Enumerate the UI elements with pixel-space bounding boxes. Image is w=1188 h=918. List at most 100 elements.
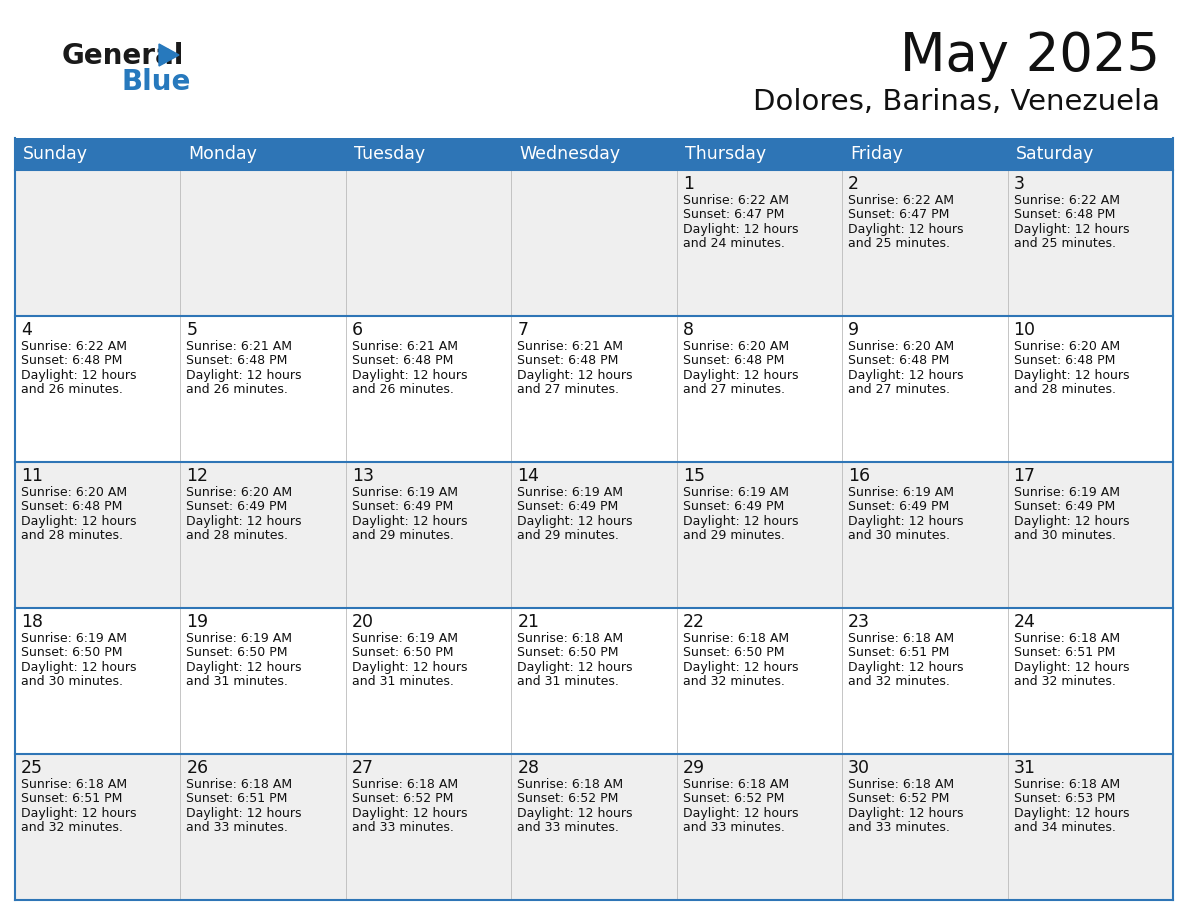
Text: 16: 16 <box>848 467 871 485</box>
Text: and 25 minutes.: and 25 minutes. <box>1013 238 1116 251</box>
Text: Sunrise: 6:19 AM: Sunrise: 6:19 AM <box>1013 486 1119 498</box>
Text: Blue: Blue <box>122 68 191 96</box>
Text: Daylight: 12 hours: Daylight: 12 hours <box>21 369 137 382</box>
Text: Sunset: 6:50 PM: Sunset: 6:50 PM <box>683 646 784 659</box>
Text: and 24 minutes.: and 24 minutes. <box>683 238 784 251</box>
Text: Daylight: 12 hours: Daylight: 12 hours <box>187 369 302 382</box>
Text: 2: 2 <box>848 175 859 193</box>
Text: and 30 minutes.: and 30 minutes. <box>1013 530 1116 543</box>
Text: Daylight: 12 hours: Daylight: 12 hours <box>683 369 798 382</box>
Text: Sunrise: 6:22 AM: Sunrise: 6:22 AM <box>848 194 954 207</box>
Text: Daylight: 12 hours: Daylight: 12 hours <box>21 661 137 674</box>
Text: 13: 13 <box>352 467 374 485</box>
Text: and 33 minutes.: and 33 minutes. <box>187 822 289 834</box>
Text: Sunrise: 6:18 AM: Sunrise: 6:18 AM <box>352 778 459 790</box>
Text: Daylight: 12 hours: Daylight: 12 hours <box>848 515 963 528</box>
Text: Sunset: 6:50 PM: Sunset: 6:50 PM <box>21 646 122 659</box>
Text: and 28 minutes.: and 28 minutes. <box>21 530 124 543</box>
Bar <box>15 608 1173 754</box>
Text: Sunset: 6:48 PM: Sunset: 6:48 PM <box>1013 354 1116 367</box>
Text: and 31 minutes.: and 31 minutes. <box>187 676 289 688</box>
Text: Sunrise: 6:19 AM: Sunrise: 6:19 AM <box>848 486 954 498</box>
Text: Sunset: 6:47 PM: Sunset: 6:47 PM <box>683 208 784 221</box>
Text: Daylight: 12 hours: Daylight: 12 hours <box>848 223 963 236</box>
Text: Sunset: 6:48 PM: Sunset: 6:48 PM <box>517 354 619 367</box>
Text: Daylight: 12 hours: Daylight: 12 hours <box>1013 807 1129 820</box>
Text: Sunrise: 6:19 AM: Sunrise: 6:19 AM <box>352 486 457 498</box>
Text: Sunrise: 6:20 AM: Sunrise: 6:20 AM <box>683 340 789 353</box>
Text: and 27 minutes.: and 27 minutes. <box>848 384 950 397</box>
Text: Sunset: 6:49 PM: Sunset: 6:49 PM <box>1013 500 1114 513</box>
Text: 6: 6 <box>352 321 364 339</box>
Text: and 29 minutes.: and 29 minutes. <box>352 530 454 543</box>
Text: and 33 minutes.: and 33 minutes. <box>517 822 619 834</box>
Text: and 34 minutes.: and 34 minutes. <box>1013 822 1116 834</box>
Text: Tuesday: Tuesday <box>354 145 425 163</box>
Text: Sunset: 6:53 PM: Sunset: 6:53 PM <box>1013 792 1116 805</box>
Text: Sunrise: 6:19 AM: Sunrise: 6:19 AM <box>187 632 292 644</box>
Text: Daylight: 12 hours: Daylight: 12 hours <box>683 661 798 674</box>
Text: and 28 minutes.: and 28 minutes. <box>187 530 289 543</box>
Text: General: General <box>62 42 184 70</box>
Text: Daylight: 12 hours: Daylight: 12 hours <box>21 515 137 528</box>
Bar <box>15 138 181 170</box>
Text: 31: 31 <box>1013 759 1036 777</box>
Text: Sunset: 6:50 PM: Sunset: 6:50 PM <box>352 646 454 659</box>
Text: Daylight: 12 hours: Daylight: 12 hours <box>848 807 963 820</box>
Text: Sunrise: 6:18 AM: Sunrise: 6:18 AM <box>517 778 624 790</box>
Text: and 31 minutes.: and 31 minutes. <box>517 676 619 688</box>
Text: Sunrise: 6:18 AM: Sunrise: 6:18 AM <box>1013 778 1120 790</box>
Text: May 2025: May 2025 <box>901 30 1159 82</box>
Text: Daylight: 12 hours: Daylight: 12 hours <box>517 807 633 820</box>
Text: Sunset: 6:48 PM: Sunset: 6:48 PM <box>683 354 784 367</box>
Bar <box>15 754 1173 900</box>
Text: 29: 29 <box>683 759 704 777</box>
Text: Sunset: 6:48 PM: Sunset: 6:48 PM <box>187 354 287 367</box>
Text: 24: 24 <box>1013 613 1036 631</box>
Text: 21: 21 <box>517 613 539 631</box>
Bar <box>181 138 346 170</box>
Text: Sunrise: 6:20 AM: Sunrise: 6:20 AM <box>1013 340 1120 353</box>
Bar <box>511 138 677 170</box>
Text: Saturday: Saturday <box>1016 145 1094 163</box>
Text: Sunset: 6:52 PM: Sunset: 6:52 PM <box>352 792 454 805</box>
Text: Daylight: 12 hours: Daylight: 12 hours <box>1013 515 1129 528</box>
Text: Sunrise: 6:21 AM: Sunrise: 6:21 AM <box>352 340 457 353</box>
Text: and 29 minutes.: and 29 minutes. <box>517 530 619 543</box>
Text: Sunrise: 6:20 AM: Sunrise: 6:20 AM <box>21 486 127 498</box>
Text: Sunrise: 6:18 AM: Sunrise: 6:18 AM <box>1013 632 1120 644</box>
Text: Daylight: 12 hours: Daylight: 12 hours <box>517 661 633 674</box>
Text: Sunset: 6:47 PM: Sunset: 6:47 PM <box>848 208 949 221</box>
Text: Sunset: 6:50 PM: Sunset: 6:50 PM <box>187 646 287 659</box>
Text: Sunset: 6:49 PM: Sunset: 6:49 PM <box>187 500 287 513</box>
Text: and 29 minutes.: and 29 minutes. <box>683 530 784 543</box>
Text: Sunrise: 6:18 AM: Sunrise: 6:18 AM <box>683 632 789 644</box>
Text: Sunset: 6:52 PM: Sunset: 6:52 PM <box>848 792 949 805</box>
Text: Daylight: 12 hours: Daylight: 12 hours <box>187 807 302 820</box>
Text: Daylight: 12 hours: Daylight: 12 hours <box>21 807 137 820</box>
Text: and 32 minutes.: and 32 minutes. <box>21 822 122 834</box>
Text: Daylight: 12 hours: Daylight: 12 hours <box>848 661 963 674</box>
Text: Sunrise: 6:18 AM: Sunrise: 6:18 AM <box>848 778 954 790</box>
Text: Sunrise: 6:22 AM: Sunrise: 6:22 AM <box>21 340 127 353</box>
Text: Sunrise: 6:18 AM: Sunrise: 6:18 AM <box>683 778 789 790</box>
Text: 28: 28 <box>517 759 539 777</box>
Text: Sunrise: 6:21 AM: Sunrise: 6:21 AM <box>187 340 292 353</box>
Text: 5: 5 <box>187 321 197 339</box>
Bar <box>842 138 1007 170</box>
Text: Daylight: 12 hours: Daylight: 12 hours <box>1013 661 1129 674</box>
Text: Sunrise: 6:18 AM: Sunrise: 6:18 AM <box>187 778 292 790</box>
Text: 8: 8 <box>683 321 694 339</box>
Text: and 32 minutes.: and 32 minutes. <box>1013 676 1116 688</box>
Text: and 26 minutes.: and 26 minutes. <box>21 384 122 397</box>
Text: 9: 9 <box>848 321 859 339</box>
Text: 27: 27 <box>352 759 374 777</box>
Text: and 26 minutes.: and 26 minutes. <box>352 384 454 397</box>
Text: 11: 11 <box>21 467 43 485</box>
Bar <box>15 316 1173 462</box>
Text: Friday: Friday <box>851 145 903 163</box>
Text: and 28 minutes.: and 28 minutes. <box>1013 384 1116 397</box>
Text: Sunset: 6:51 PM: Sunset: 6:51 PM <box>1013 646 1116 659</box>
Text: Sunset: 6:49 PM: Sunset: 6:49 PM <box>848 500 949 513</box>
Text: 30: 30 <box>848 759 870 777</box>
